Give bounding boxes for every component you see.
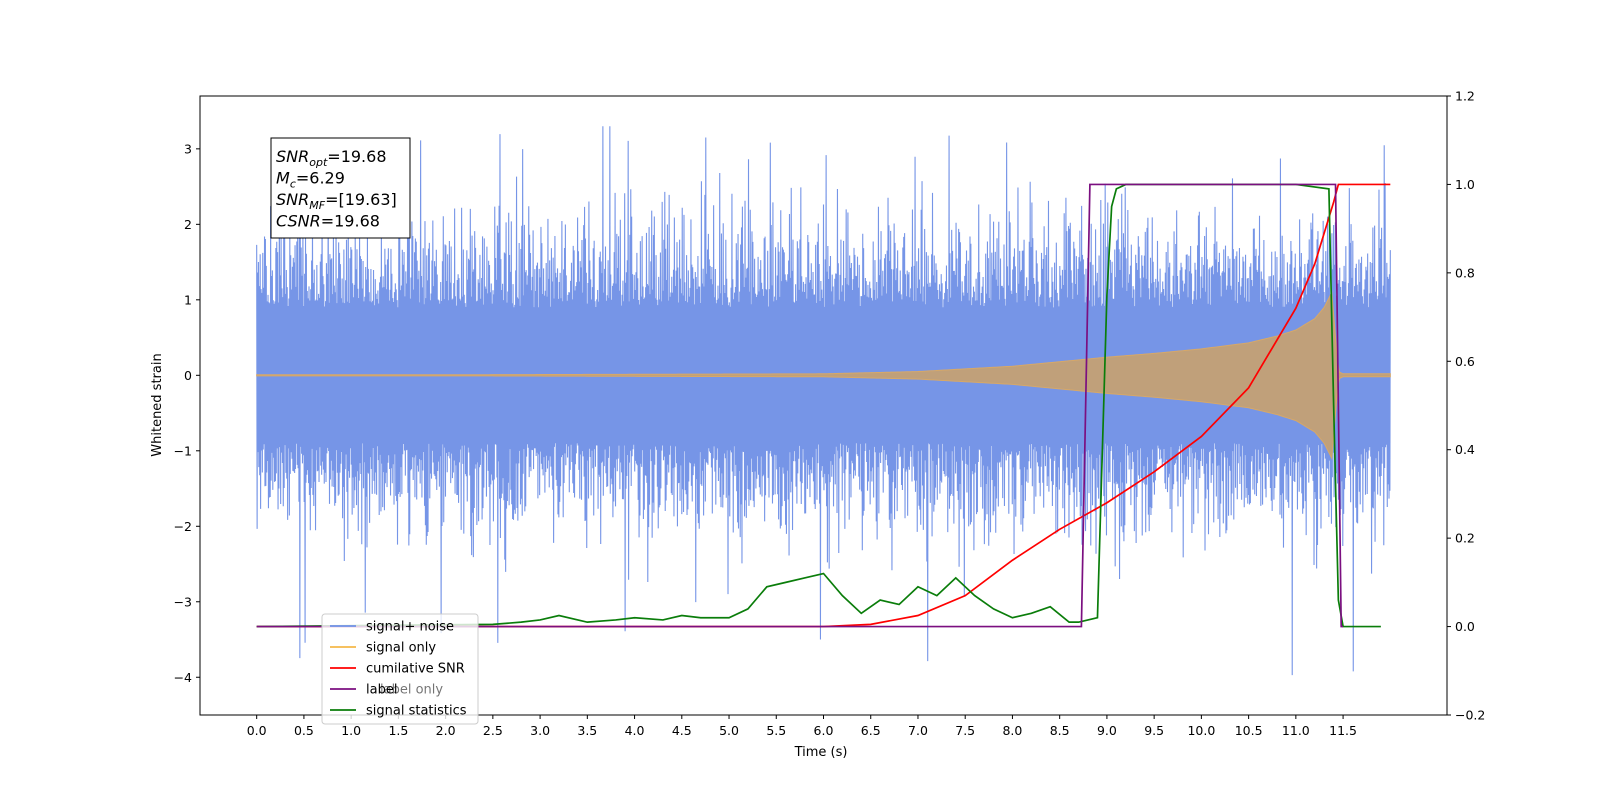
annotation-line-subscript: MF <box>309 199 325 212</box>
x-tick-label: 0.5 <box>294 723 314 738</box>
x-tick-label: 0.0 <box>247 723 267 738</box>
legend-item-label: label <box>330 683 397 698</box>
y-left-tick-label: −3 <box>174 594 192 609</box>
x-tick-label: 2.5 <box>483 723 503 738</box>
legend-item-signal-only: signal only <box>330 641 436 656</box>
x-tick-label: 5.5 <box>766 723 786 738</box>
y-right-tick-label: 1.0 <box>1455 177 1475 192</box>
legend-item-signal-noise: signal+ noise <box>330 620 454 635</box>
plot-area <box>256 126 1391 676</box>
x-tick-label: 3.5 <box>577 723 597 738</box>
x-axis-label: Time (s) <box>794 745 848 760</box>
x-tick-label: 8.5 <box>1050 723 1070 738</box>
legend: signal+ noise signal only cumilative SNR la… <box>321 613 479 725</box>
y-left-tick-label: −2 <box>174 519 192 534</box>
x-tick-label: 4.0 <box>625 723 645 738</box>
x-tick-label: 9.0 <box>1097 723 1117 738</box>
annotation-line-label: M <box>276 169 290 188</box>
y-right-tick-label: 0.2 <box>1455 531 1475 546</box>
y-left-axis-ticks: 3 2 1 0 −1 −2 −3 −4 <box>174 141 200 685</box>
y-right-tick-label: −0.2 <box>1455 708 1485 723</box>
annotation-box-frame <box>270 137 411 239</box>
y-right-tick-label: 0.6 <box>1455 354 1475 369</box>
annotation-line-label: SNR <box>276 147 309 166</box>
legend-label: label only <box>380 683 443 698</box>
y-right-tick-label: 1.2 <box>1455 89 1475 104</box>
x-tick-label: 9.5 <box>1144 723 1164 738</box>
x-tick-label: 10.0 <box>1187 723 1215 738</box>
annotation-line-value: =6.29 <box>296 169 345 188</box>
x-tick-label: 6.0 <box>814 723 834 738</box>
x-tick-label: 8.0 <box>1002 723 1022 738</box>
y-left-tick-label: −1 <box>174 443 192 458</box>
y-left-tick-label: 3 <box>184 141 192 156</box>
x-tick-label: 1.5 <box>388 723 408 738</box>
annotation-box: SNRopt=19.68 Mc=6.29 SNRMF=[19.63] CSNR=19.… <box>270 137 411 239</box>
annotation-line-subscript: c <box>290 178 296 191</box>
y-left-tick-label: 2 <box>184 217 192 232</box>
annotation-line-value: =19.68 <box>327 147 386 166</box>
x-axis-ticks: 0.0 0.5 1.0 1.5 2.0 2.5 3.0 3.5 4.0 4.5 5.0 5.5 6.0 6… <box>247 715 1357 738</box>
y-left-tick-label: −4 <box>174 670 192 685</box>
series-signal-only-envelope <box>256 290 1391 461</box>
y-left-tick-label: 1 <box>184 292 192 307</box>
x-tick-label: 11.5 <box>1329 723 1357 738</box>
legend-label: label <box>366 683 397 698</box>
legend-frame <box>321 613 479 725</box>
annotation-line-value: =19.68 <box>321 212 380 231</box>
y-left-axis-label: Whitened strain <box>150 353 165 456</box>
legend-label: signal statistics <box>366 704 467 719</box>
x-tick-label: 1.0 <box>341 723 361 738</box>
legend-label: cumilative SNR <box>366 662 465 677</box>
annotation-line-label: SNR <box>276 190 309 209</box>
legend-label: signal only <box>366 641 436 656</box>
annotation-line-value: =[19.63] <box>325 190 397 209</box>
x-tick-label: 10.5 <box>1235 723 1263 738</box>
x-tick-label: 6.5 <box>861 723 881 738</box>
x-tick-label: 5.0 <box>719 723 739 738</box>
annotation-line-subscript: opt <box>309 156 328 169</box>
y-right-axis-ticks: 1.2 1.0 0.8 0.6 0.4 0.2 0.0 −0.2 <box>1447 89 1485 723</box>
x-tick-label: 7.0 <box>908 723 928 738</box>
legend-item-cumulative-snr: cumilative SNR <box>330 662 465 677</box>
annotation-line-label: CSNR <box>276 212 321 231</box>
legend-label: signal+ noise <box>366 620 454 635</box>
y-right-tick-label: 0.4 <box>1455 442 1475 457</box>
x-tick-label: 7.5 <box>955 723 975 738</box>
x-tick-label: 4.5 <box>672 723 692 738</box>
x-tick-label: 3.0 <box>530 723 550 738</box>
y-right-tick-label: 0.0 <box>1455 619 1475 634</box>
x-tick-label: 11.0 <box>1282 723 1310 738</box>
x-tick-label: 2.0 <box>436 723 456 738</box>
y-right-tick-label: 0.8 <box>1455 265 1475 280</box>
series-cumulative-snr-line <box>256 183 1391 628</box>
annotation-text: SNRopt=19.68 Mc=6.29 SNRMF=[19.63] CSNR=19.… <box>276 147 397 231</box>
y-left-tick-label: 0 <box>184 368 192 383</box>
series-label-line <box>256 183 1344 628</box>
legend-item-signal-statistics: signal statistics <box>330 704 467 719</box>
legend-item-label-only: label only <box>380 683 443 698</box>
